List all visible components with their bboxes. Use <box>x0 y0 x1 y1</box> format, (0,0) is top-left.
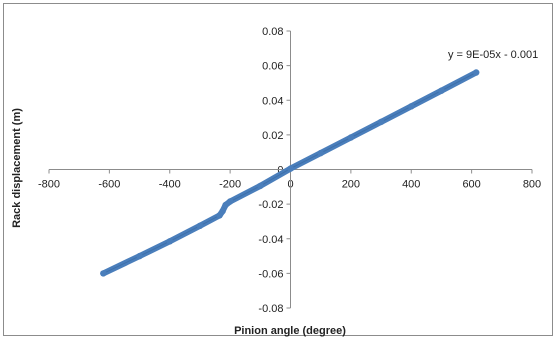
data-point <box>347 134 355 141</box>
x-tick-label: -600 <box>98 179 120 191</box>
x-axis-title: Pinion angle (degree) <box>234 325 346 337</box>
y-tick-label: -0.02 <box>258 199 283 211</box>
data-point <box>196 222 204 229</box>
series-group <box>100 69 480 277</box>
x-tick-label: -400 <box>159 179 181 191</box>
data-point <box>438 87 445 94</box>
data-point <box>317 149 324 157</box>
data-point <box>100 270 107 277</box>
y-axis-title: Rack displacement (m) <box>11 108 23 228</box>
data-point <box>166 238 173 245</box>
x-tick-label: 600 <box>462 179 480 191</box>
y-tick-label: -0.06 <box>258 268 283 280</box>
y-tick-label: 0.08 <box>262 26 283 38</box>
data-point <box>136 252 143 260</box>
data-point <box>226 198 234 205</box>
x-tick-labels: -800-600-400-2000200400600800 <box>38 179 541 191</box>
data-point <box>377 118 385 126</box>
y-tick-labels: -0.08 -0.06 -0.04 -0.02 0 0.02 0.04 0.06 0.08 <box>258 26 283 315</box>
data-point <box>408 103 415 110</box>
x-tick-label: -800 <box>38 179 60 191</box>
x-tick-label: 200 <box>342 179 360 191</box>
data-point <box>257 182 264 190</box>
data-point <box>222 201 229 209</box>
y-tick-label: 0.02 <box>262 130 283 142</box>
chart-svg: -0.08 -0.06 -0.04 -0.02 0 0.02 0.04 0.06 0.08 -8… <box>11 26 541 337</box>
series-line-edge <box>103 72 477 274</box>
trendline-equation: y = 9E-05x - 0.001 <box>448 49 538 61</box>
data-point <box>473 69 480 76</box>
y-tick-label: -0.04 <box>258 234 283 246</box>
series-line <box>100 69 480 277</box>
data-point <box>219 207 226 215</box>
x-tick-label: 800 <box>523 179 541 191</box>
y-tick-label: -0.08 <box>258 303 283 315</box>
y-tick-label: 0.04 <box>262 95 283 107</box>
y-tick-label: 0 <box>277 165 283 177</box>
y-tick-label: 0.06 <box>262 61 283 73</box>
x-tick-label: 400 <box>402 179 420 191</box>
chart-frame: -0.08 -0.06 -0.04 -0.02 0 0.02 0.04 0.06 0.08 -8… <box>3 3 553 337</box>
x-tick-label: -200 <box>219 179 241 191</box>
data-point <box>287 165 294 172</box>
